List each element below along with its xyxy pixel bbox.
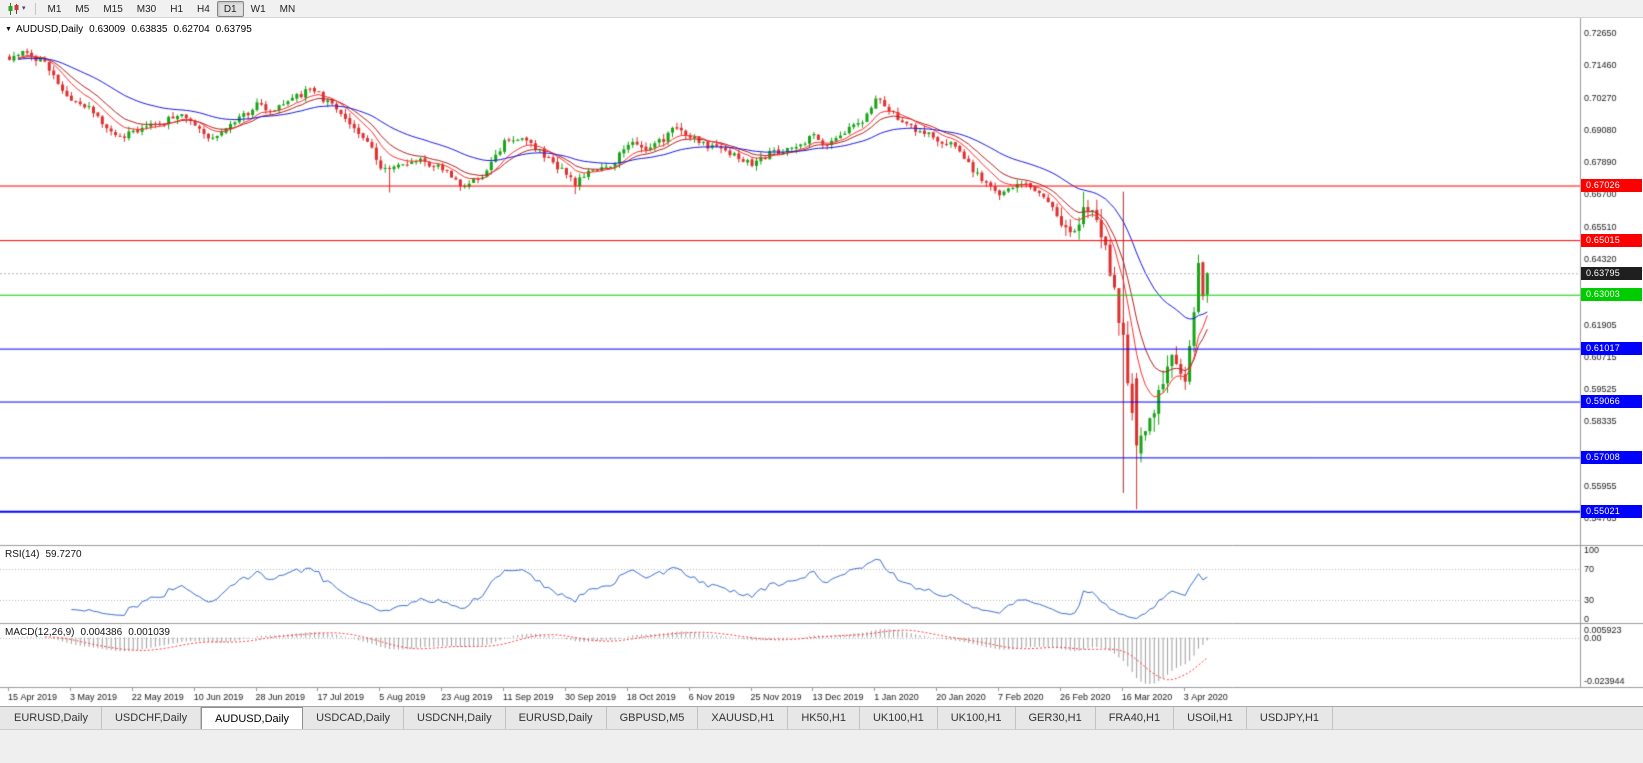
chart-tab-usoil-h1[interactable]: USOil,H1: [1174, 707, 1247, 729]
chart-tab-hk50-h1[interactable]: HK50,H1: [788, 707, 860, 729]
rsi-name: RSI(14): [5, 549, 40, 560]
timeframe-button-w1[interactable]: W1: [250, 3, 266, 15]
chart-tab-gbpusd-m5[interactable]: GBPUSD,M5: [606, 707, 699, 729]
chart-tab-fra40-h1[interactable]: FRA40,H1: [1095, 707, 1175, 729]
symbol-dropdown-icon: ▼: [5, 26, 12, 33]
timeframe-buttons: M1 M5 M15 M30 H1 H4 D1 W1 MN: [41, 0, 303, 17]
current-price-flag: 0.63795: [1581, 266, 1642, 280]
timeframe-button-m5[interactable]: M5: [75, 3, 90, 15]
chart-tab-eurusd-daily[interactable]: EURUSD,Daily: [505, 707, 607, 729]
macd-name: MACD(12,26,9): [5, 627, 75, 638]
chart-tab-eurusd-daily[interactable]: EURUSD,Daily: [1, 707, 102, 729]
timeframe-button-d1[interactable]: D1: [216, 0, 244, 17]
timeframe-button-m30[interactable]: M30: [136, 3, 157, 15]
low-value: 0.62704: [173, 24, 210, 35]
rsi-value: 59.7270: [45, 549, 82, 560]
high-value: 0.63835: [131, 24, 168, 35]
chart-tab-audusd-daily[interactable]: AUDUSD,Daily: [201, 707, 304, 729]
chart-tab-ger30-h1[interactable]: GER30,H1: [1015, 707, 1096, 729]
chart-tab-uk100-h1[interactable]: UK100,H1: [937, 707, 1016, 729]
open-value: 0.63009: [89, 24, 126, 35]
chart-tab-usdcad-daily[interactable]: USDCAD,Daily: [303, 707, 405, 729]
chevron-down-icon: ▾: [22, 4, 26, 12]
candlestick-icon: [8, 2, 19, 15]
macd-main-value: 0.004386: [80, 627, 123, 638]
price-line-flag: 0.55021: [1581, 504, 1642, 518]
ohlc-readout: ▼ AUDUSD,Daily 0.63009 0.63835 0.62704 0…: [5, 24, 252, 35]
macd-indicator-label: MACD(12,26,9) 0.004386 0.001039: [5, 627, 170, 638]
chart-tab-usdjpy-h1[interactable]: USDJPY,H1: [1246, 707, 1334, 729]
price-line-flag: 0.63003: [1581, 288, 1642, 302]
price-line-flag: 0.59066: [1581, 395, 1642, 409]
timeframe-button-h4[interactable]: H4: [197, 3, 210, 15]
toolbar-separator: [34, 2, 36, 15]
status-bar: [0, 729, 1643, 763]
chart-tab-usdchf-daily[interactable]: USDCHF,Daily: [101, 707, 202, 729]
chart-type-button[interactable]: ▾: [3, 1, 30, 17]
price-line-flag: 0.61017: [1581, 342, 1642, 356]
timeframe-toolbar: ▾ M1 M5 M15 M30 H1 H4 D1 W1 MN: [0, 0, 1643, 18]
rsi-indicator-label: RSI(14) 59.7270: [5, 549, 82, 560]
symbol-label: AUDUSD,Daily: [15, 24, 84, 35]
close-value: 0.63795: [215, 24, 252, 35]
price-line-flag: 0.57008: [1581, 450, 1642, 464]
timeframe-button-m1[interactable]: M1: [47, 3, 62, 15]
chart-tab-xauusd-h1[interactable]: XAUUSD,H1: [698, 707, 789, 729]
timeframe-button-h1[interactable]: H1: [170, 3, 184, 15]
chart-canvas[interactable]: [0, 18, 1643, 706]
timeframe-button-mn[interactable]: MN: [279, 3, 296, 15]
chart-tab-usdcnh-daily[interactable]: USDCNH,Daily: [404, 707, 506, 729]
price-line-flag: 0.65015: [1581, 233, 1642, 247]
macd-signal-value: 0.001039: [128, 627, 170, 638]
chart-tab-uk100-h1[interactable]: UK100,H1: [859, 707, 938, 729]
price-line-flag: 0.67026: [1581, 179, 1642, 193]
timeframe-button-m15[interactable]: M15: [103, 3, 123, 15]
chart-tab-bar: EURUSD,Daily USDCHF,Daily AUDUSD,Daily USDC…: [0, 706, 1643, 729]
